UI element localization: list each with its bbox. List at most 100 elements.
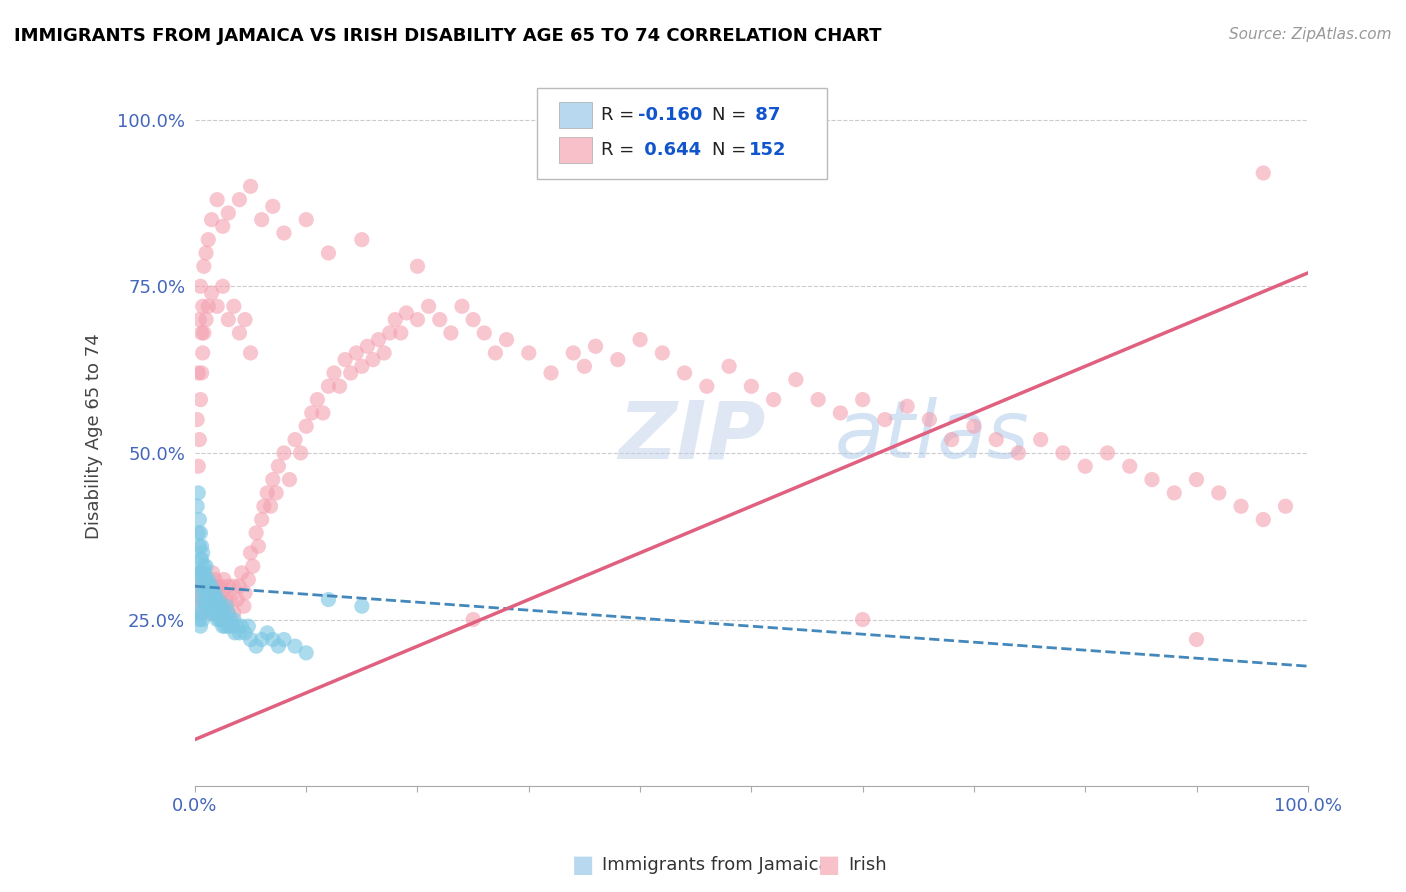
Text: N =: N =: [713, 106, 752, 124]
Point: [239, 546, 262, 560]
Point: [245, 525, 267, 540]
Point: [378, 326, 401, 340]
Point: [187, 486, 209, 500]
Point: [228, 193, 250, 207]
Point: [718, 359, 741, 374]
Point: [395, 306, 418, 320]
Point: [198, 579, 221, 593]
Point: [184, 579, 207, 593]
Point: [193, 260, 215, 274]
Point: [228, 579, 250, 593]
Point: [350, 359, 373, 374]
Point: [222, 299, 245, 313]
Point: [290, 446, 312, 460]
Point: [191, 579, 214, 593]
Point: [191, 613, 214, 627]
Point: [1074, 459, 1097, 474]
Point: [239, 632, 262, 647]
Point: [191, 299, 214, 313]
Point: [256, 486, 278, 500]
Point: [195, 246, 218, 260]
Point: [628, 333, 651, 347]
Point: [484, 346, 506, 360]
Point: [207, 606, 229, 620]
Point: [211, 599, 233, 614]
Point: [318, 592, 340, 607]
Point: [367, 333, 389, 347]
Text: Source: ZipAtlas.com: Source: ZipAtlas.com: [1229, 27, 1392, 42]
Point: [190, 552, 212, 566]
Point: [896, 399, 918, 413]
Point: [250, 512, 273, 526]
Point: [187, 525, 209, 540]
Point: [193, 566, 215, 580]
Point: [852, 392, 875, 407]
Point: [284, 433, 307, 447]
Text: Immigrants from Jamaica: Immigrants from Jamaica: [602, 856, 830, 874]
Point: [941, 433, 963, 447]
Point: [195, 573, 218, 587]
Point: [562, 346, 585, 360]
Point: [195, 312, 218, 326]
Text: 87: 87: [749, 106, 780, 124]
Point: [217, 206, 239, 220]
Point: [207, 592, 229, 607]
Point: [190, 539, 212, 553]
Point: [211, 599, 233, 614]
Point: [264, 486, 287, 500]
Point: [186, 500, 208, 514]
Point: [221, 619, 243, 633]
Point: [204, 586, 226, 600]
Point: [318, 379, 340, 393]
Point: [186, 592, 208, 607]
Point: [197, 586, 219, 600]
Point: [208, 599, 231, 614]
Point: [205, 579, 228, 593]
Point: [273, 446, 295, 460]
Point: [284, 639, 307, 653]
Point: [273, 226, 295, 240]
Point: [318, 246, 340, 260]
Point: [231, 619, 253, 633]
Point: [574, 359, 596, 374]
Point: [205, 592, 228, 607]
Point: [373, 346, 395, 360]
Point: [762, 392, 785, 407]
FancyBboxPatch shape: [558, 136, 592, 163]
Point: [429, 312, 451, 326]
Y-axis label: Disability Age 65 to 74: Disability Age 65 to 74: [86, 334, 103, 539]
Point: [540, 366, 562, 380]
Point: [1097, 446, 1119, 460]
Point: [389, 326, 412, 340]
Point: [208, 592, 231, 607]
Point: [228, 326, 250, 340]
Point: [873, 412, 896, 426]
Point: [239, 346, 262, 360]
Point: [1052, 446, 1074, 460]
FancyBboxPatch shape: [537, 87, 827, 179]
Point: [211, 219, 233, 234]
Point: [233, 625, 256, 640]
Point: [195, 586, 218, 600]
Text: ■: ■: [572, 854, 595, 877]
Point: [201, 579, 224, 593]
Point: [191, 346, 214, 360]
Point: [198, 579, 221, 593]
Point: [267, 459, 290, 474]
Point: [233, 312, 256, 326]
Point: [202, 599, 225, 614]
Point: [1251, 512, 1274, 526]
Point: [250, 212, 273, 227]
Point: [193, 573, 215, 587]
Point: [217, 619, 239, 633]
Text: ZIP: ZIP: [617, 397, 765, 475]
Point: [1230, 500, 1253, 514]
Point: [195, 559, 218, 574]
Point: [242, 559, 264, 574]
Point: [696, 379, 718, 393]
Point: [238, 619, 260, 633]
Point: [190, 606, 212, 620]
Point: [472, 326, 495, 340]
Point: [191, 546, 214, 560]
Point: [193, 592, 215, 607]
